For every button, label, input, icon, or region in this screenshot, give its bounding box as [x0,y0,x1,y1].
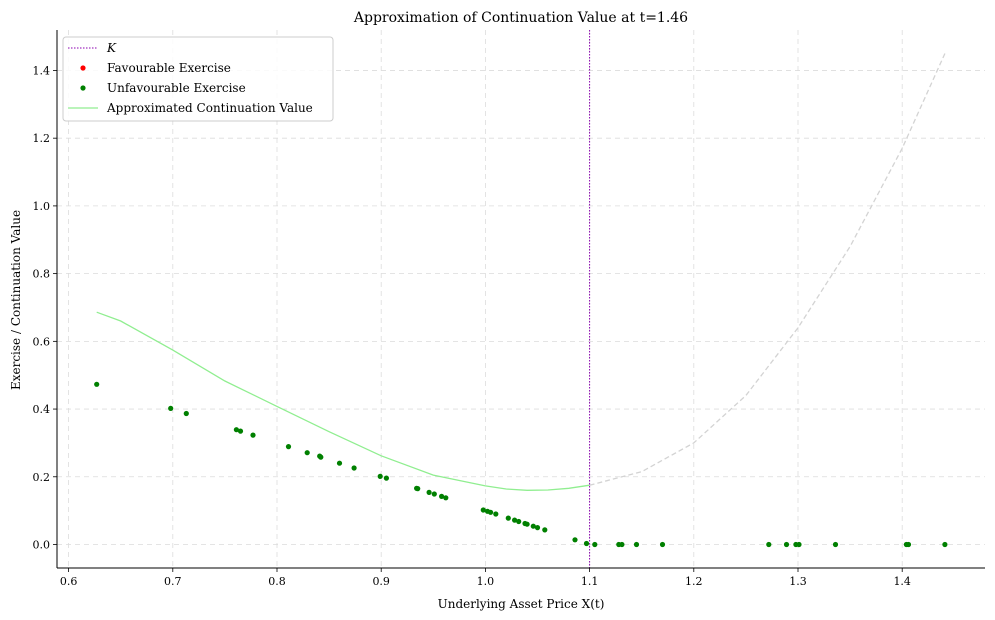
unfavourable-point [905,541,912,548]
unfavourable-point [942,541,948,548]
y-tick-label: 0.8 [33,268,51,281]
x-tick-label: 0.6 [60,575,78,588]
unfavourable-point [505,515,511,521]
chart-title: Approximation of Continuation Value at t… [353,10,688,26]
y-tick-label: 1.0 [33,200,51,213]
legend-marker [80,85,86,91]
unfavourable-point [168,405,174,411]
unfavourable-point [431,491,437,497]
unfavourable-point [377,473,383,479]
unfavourable-point [659,541,666,548]
unfavourable-point [318,454,324,460]
unfavourable-point [511,517,518,523]
plot-area [94,30,948,568]
continuation-curve [96,311,590,491]
legend-label: Unfavourable Exercise [107,81,246,95]
unfavourable-point [426,489,432,495]
y-tick-label: 0.6 [33,335,51,348]
unfavourable-point [766,541,772,548]
legend-box [62,36,334,122]
unfavourable-point [516,518,522,525]
unfavourable-point [530,523,536,529]
unfavourable-point [619,541,625,548]
legend-item-strike: K [68,41,117,55]
y-axis-label: Exercise / Continuation Value [9,210,23,390]
x-tick-label: 1.3 [789,575,807,588]
extrapolated-curve [589,53,946,486]
y-tick-label: 0.4 [33,403,51,416]
unfavourable-point [439,493,445,499]
unfavourable-point [534,525,541,531]
grid [57,30,985,568]
x-tick-label: 0.7 [164,575,182,588]
y-tick-label: 0.0 [33,539,51,552]
legend-item-unfavourable: Unfavourable Exercise [80,81,246,95]
x-tick-label: 1.0 [477,575,495,588]
axes [56,30,985,569]
x-tick-label: 1.2 [685,575,703,588]
unfavourable-point [524,521,530,527]
unfavourable-point [783,541,790,548]
unfavourable-point [336,460,343,466]
y-tick-label: 1.4 [33,64,51,77]
unfavourable-point [383,475,389,481]
x-tick-label: 1.1 [581,575,599,588]
unfavourable-point [415,486,421,492]
unfavourable-point [183,410,189,417]
unfavourable-point [304,450,310,456]
legend-item-favourable: Favourable Exercise [80,61,231,75]
legend-label: K [106,41,117,55]
unfavourable-point [493,511,499,517]
unfavourable-point [542,527,548,533]
x-axis-label: Underlying Asset Price X(t) [438,597,605,611]
unfavourable-point [237,428,244,434]
unfavourable-point [572,537,578,543]
unfavourable-point [443,495,449,501]
x-tick-label: 0.8 [268,575,286,588]
unfavourable-point [480,507,486,513]
legend-marker [80,65,86,71]
unfavourable-point [488,509,494,515]
y-tick-label: 0.2 [33,471,51,484]
y-tick-label: 1.2 [33,132,51,145]
unfavourable-point [796,541,802,548]
legend-label: Favourable Exercise [107,61,231,75]
unfavourable-point [832,541,839,548]
unfavourable-point [285,444,292,450]
unfavourable-point [233,427,239,433]
unfavourable-point [592,541,598,548]
legend-label: Approximated Continuation Value [106,101,313,115]
x-tick-label: 0.9 [372,575,390,588]
unfavourable-point [250,432,256,438]
unfavourable-point [351,465,357,471]
legend: K Favourable Exercise Unfavourable Exercis… [62,36,334,122]
x-tick-label: 1.4 [893,575,911,588]
unfavourable-point [633,541,640,548]
legend-item-continuation: Approximated Continuation Value [68,101,313,115]
unfavourable-point [94,381,100,387]
ticks: 0.6 0.7 0.8 0.9 1.0 1.1 1.2 1.3 1.4 0.0 0.2 0.4 0.6 0… [33,64,911,588]
unfavourable-point [583,540,590,547]
